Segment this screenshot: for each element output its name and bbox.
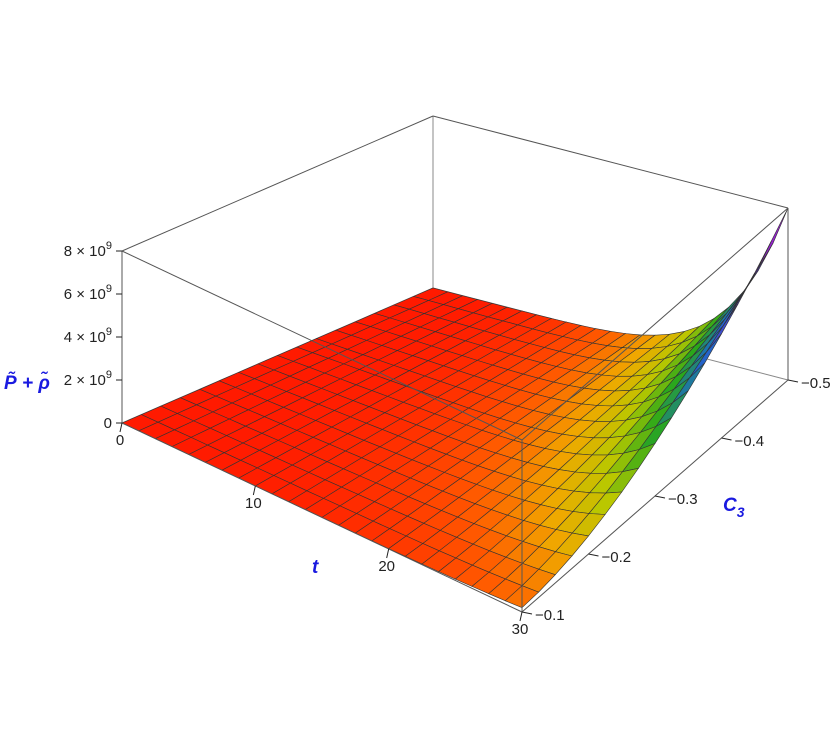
box-edge [432, 115, 789, 209]
x-tick-label: 30 [512, 621, 529, 638]
x-tick-label: 10 [245, 495, 262, 512]
z-tick-label: 2 × 109 [64, 369, 112, 389]
y-tick-label: −0.3 [668, 491, 698, 508]
y-tick-label: −0.4 [735, 433, 765, 450]
axis-ticks: 0 10 20 30 −0.1 −0.2 −0.3 −0.4 −0.5 0 2 × 109 4 × 1… [64, 240, 830, 638]
x-axis-label: t [312, 557, 319, 578]
y-tick-mark [588, 553, 599, 557]
z-tick-label: 6 × 109 [64, 283, 112, 303]
x-tick-mark [519, 611, 523, 622]
surface-mesh [121, 207, 789, 609]
z-tick-label: 4 × 109 [64, 326, 112, 346]
box-edge [521, 207, 789, 441]
z-tick-label: 8 × 109 [64, 240, 112, 260]
y-tick-mark [721, 437, 732, 441]
box-edge [121, 422, 523, 613]
z-tick-label: 0 [104, 415, 112, 432]
surface-patch [709, 295, 742, 336]
box-edge [121, 250, 523, 441]
y-tick-mark [787, 379, 799, 383]
y-tick-label: −0.5 [801, 375, 830, 392]
x-tick-mark [119, 422, 123, 433]
box-edge [121, 115, 434, 252]
x-tick-label: 20 [378, 558, 395, 575]
x-tick-mark [252, 485, 256, 496]
y-axis-label: C3 [723, 495, 745, 520]
x-tick-mark [386, 548, 390, 559]
y-tick-mark [521, 611, 533, 615]
y-tick-label: −0.2 [602, 549, 632, 566]
y-tick-mark [654, 495, 666, 499]
z-axis-label: P̃ + ρ̃ [4, 371, 50, 394]
y-tick-label: −0.1 [535, 607, 565, 624]
x-tick-label: 0 [116, 432, 124, 449]
